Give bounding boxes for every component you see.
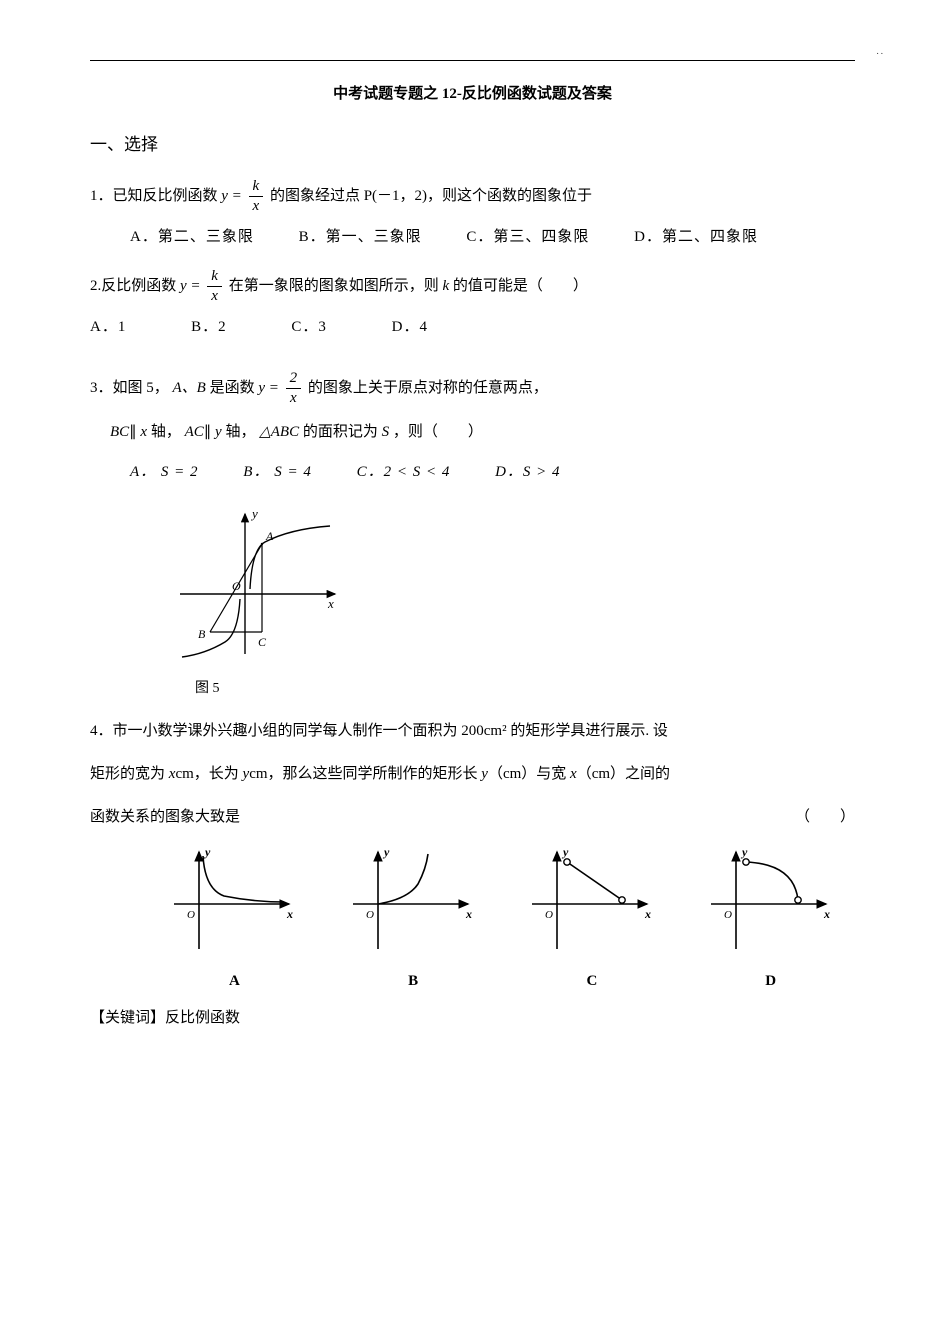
q2-frac-num: k <box>207 269 222 287</box>
q3-choice-b: B． S = 4 <box>243 459 312 486</box>
q2-choice-d: D．4 <box>392 314 428 341</box>
svg-text:y: y <box>203 845 211 859</box>
q3-area: 的面积记为 <box>299 424 382 440</box>
q2-choices: A．1 B．2 C．3 D．4 <box>90 314 855 341</box>
q3-choices: A． S = 2 B． S = 4 C．2 < S < 4 D．S > 4 <box>130 459 855 486</box>
q4-l2a: 矩形的宽为 <box>90 766 169 782</box>
q3-x: x <box>137 424 151 440</box>
q4-l2e: cm，那么这些同学所制作的矩形长 <box>249 766 481 782</box>
q1-choice-d: D．第二、四象限 <box>634 224 758 251</box>
q3-abc: △ABC <box>259 424 299 440</box>
svg-text:x: x <box>465 907 472 921</box>
q4-label-d: D <box>706 968 836 995</box>
svg-text:O: O <box>187 909 195 921</box>
q1-choice-c: C．第三、四象限 <box>466 224 589 251</box>
q1-frac-num: k <box>249 179 264 197</box>
q3-axis1: 轴， <box>151 424 181 440</box>
question-4-line2: 矩形的宽为 xcm，长为 ycm，那么这些同学所制作的矩形长 y（cm）与宽 x… <box>90 758 855 791</box>
q3-choice-c: C．2 < S < 4 <box>357 459 451 486</box>
q3-mid2: 的图象上关于原点对称的任意两点， <box>308 380 548 396</box>
q2-frac-den: x <box>207 287 222 304</box>
q3-diagram-svg: y x O A B C <box>170 504 350 664</box>
q3-y: y <box>211 424 225 440</box>
section-heading: 一、选择 <box>90 130 855 161</box>
svg-text:y: y <box>740 845 748 859</box>
q4-plot-b: y x O B <box>348 844 478 995</box>
q3-ac: AC <box>185 424 204 440</box>
q3-s: S <box>382 424 390 440</box>
q1-choice-a: A．第二、三象限 <box>130 224 254 251</box>
q4-plot-a: y x O A <box>169 844 299 995</box>
svg-text:y: y <box>561 845 569 859</box>
doc-title: 中考试题专题之 12-反比例函数试题及答案 <box>90 81 855 108</box>
question-4-line3: 函数关系的图象大致是 （ ） <box>90 801 855 834</box>
q3-fraction: 2 x <box>286 371 302 406</box>
q2-mid-a: 在第一象限的图象如图所示，则 <box>229 278 443 294</box>
q4-l2c: cm，长为 <box>175 766 242 782</box>
q3-label-y: y <box>250 506 258 521</box>
q3-axis2: 轴， <box>225 424 255 440</box>
q3-par1: ∥ <box>129 424 137 440</box>
q4-l2g: （cm）与宽 <box>488 766 570 782</box>
q1-prefix: 1．已知反比例函数 <box>90 188 221 204</box>
q4-l3: 函数关系的图象大致是 <box>90 801 240 834</box>
q3-bc: BC <box>110 424 129 440</box>
q3-caption: 图 5 <box>195 676 855 701</box>
q1-choice-b: B．第一、三象限 <box>299 224 422 251</box>
q2-fraction: k x <box>207 269 222 304</box>
q2-choice-c: C．3 <box>291 314 327 341</box>
svg-text:x: x <box>286 907 293 921</box>
svg-text:O: O <box>366 909 374 921</box>
q3-eq-lhs: y = <box>258 380 282 396</box>
q2-mid-b: 的值可能是（ ） <box>453 278 588 294</box>
svg-text:O: O <box>724 909 732 921</box>
q2-choice-a: A．1 <box>90 314 126 341</box>
svg-text:x: x <box>823 907 830 921</box>
q3-prefix: 3．如图 5， <box>90 380 169 396</box>
q3-ab: A、B <box>173 380 206 396</box>
q4-l3-paren: （ ） <box>795 801 855 834</box>
q3-label-o: O <box>232 579 241 593</box>
question-2: 2.反比例函数 y = k x 在第一象限的图象如图所示，则 k 的值可能是（ … <box>90 269 855 304</box>
q4-label-b: B <box>348 968 478 995</box>
q4-plot-d: y x O D <box>706 844 836 995</box>
q3-diagram: y x O A B C <box>170 504 855 674</box>
question-4-line1: 4．市一小数学课外兴趣小组的同学每人制作一个面积为 200cm² 的矩形学具进行… <box>90 715 855 748</box>
q2-prefix: 2.反比例函数 <box>90 278 180 294</box>
q1-choices: A．第二、三象限 B．第一、三象限 C．第三、四象限 D．第二、四象限 <box>130 224 855 251</box>
svg-text:y: y <box>382 845 390 859</box>
q1-frac-den: x <box>249 197 264 214</box>
q3-frac-den: x <box>286 389 302 406</box>
q3-label-c: C <box>258 635 267 649</box>
q4-l2i: （cm）之间的 <box>577 766 670 782</box>
q4-l2h: x <box>570 766 577 782</box>
q3-mid1: 是函数 <box>210 380 259 396</box>
svg-text:x: x <box>644 907 651 921</box>
q4-label-c: C <box>527 968 657 995</box>
question-1: 1．已知反比例函数 y = k x 的图象经过点 P(－1，2)，则这个函数的图… <box>90 179 855 214</box>
question-3: 3．如图 5， A、B 是函数 y = 2 x 的图象上关于原点对称的任意两点， <box>90 371 855 406</box>
q2-eq-lhs: y = <box>180 278 204 294</box>
q2-choice-b: B．2 <box>191 314 227 341</box>
q3-line2: BC∥ x 轴， AC∥ y 轴， △ABC 的面积记为 S ，则（ ） <box>110 416 855 449</box>
q3-label-a: A <box>265 529 274 543</box>
q1-fraction: k x <box>249 179 264 214</box>
q2-k: k <box>442 278 449 294</box>
q3-choice-a: A． S = 2 <box>130 459 199 486</box>
q1-eq-lhs: y = <box>221 188 245 204</box>
q4-label-a: A <box>169 968 299 995</box>
q3-frac-num: 2 <box>286 371 302 389</box>
q3-choice-d: D．S > 4 <box>495 459 560 486</box>
q4-plots: y x O A y x O B y x O C <box>150 844 855 995</box>
top-rule: .. <box>90 60 855 61</box>
q4-plot-c: y x O C <box>527 844 657 995</box>
q4-l2f: y <box>481 766 488 782</box>
q3-then: ，则（ ） <box>389 424 483 440</box>
keyword: 【关键词】反比例函数 <box>90 1005 855 1032</box>
q1-mid: 的图象经过点 P(－1，2)，则这个函数的图象位于 <box>270 188 592 204</box>
top-dots: .. <box>877 43 886 59</box>
q3-label-b: B <box>198 627 206 641</box>
q3-label-x: x <box>327 596 334 611</box>
svg-text:O: O <box>545 909 553 921</box>
